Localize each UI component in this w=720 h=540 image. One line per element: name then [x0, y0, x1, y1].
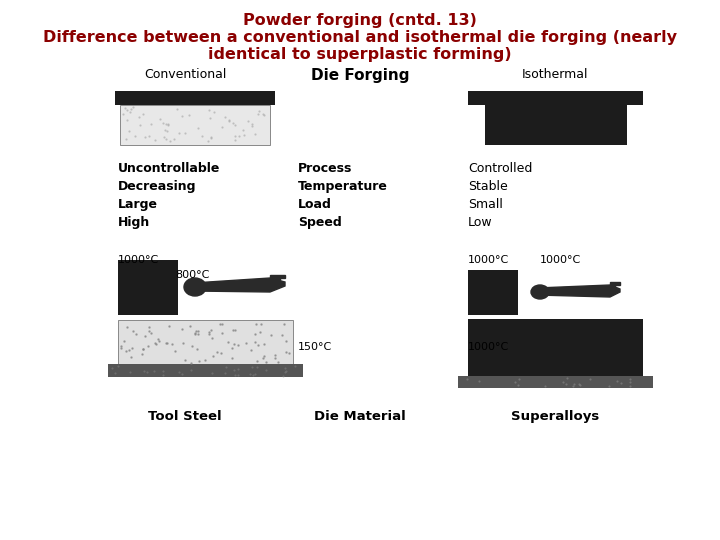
- Text: Small: Small: [468, 198, 503, 211]
- Text: identical to superplastic forming): identical to superplastic forming): [208, 47, 512, 62]
- Bar: [118, 320, 293, 365]
- Polygon shape: [610, 282, 620, 289]
- Text: Isothermal: Isothermal: [522, 68, 588, 81]
- Text: Low: Low: [468, 216, 492, 229]
- Text: 1000°C: 1000°C: [118, 255, 159, 265]
- Text: Superalloys: Superalloys: [511, 410, 599, 423]
- Text: Die Forging: Die Forging: [311, 68, 409, 83]
- Text: Load: Load: [298, 198, 332, 211]
- Bar: [458, 376, 653, 388]
- Bar: [485, 105, 627, 145]
- Text: Decreasing: Decreasing: [118, 180, 197, 193]
- Text: 1000°C: 1000°C: [468, 255, 509, 265]
- Polygon shape: [537, 285, 620, 297]
- Bar: [115, 91, 275, 105]
- Text: 1000°C: 1000°C: [468, 342, 509, 352]
- Text: Tool Steel: Tool Steel: [148, 410, 222, 423]
- Polygon shape: [193, 278, 285, 292]
- Bar: [468, 319, 643, 377]
- Text: Die Material: Die Material: [314, 410, 406, 423]
- Bar: [108, 364, 303, 377]
- Bar: [468, 270, 518, 315]
- Text: Stable: Stable: [468, 180, 508, 193]
- Text: Speed: Speed: [298, 216, 342, 229]
- Text: Process: Process: [298, 162, 352, 175]
- Text: Controlled: Controlled: [468, 162, 532, 175]
- Text: High: High: [118, 216, 150, 229]
- Text: Temperature: Temperature: [298, 180, 388, 193]
- Text: 150°C: 150°C: [298, 342, 332, 352]
- Ellipse shape: [531, 285, 549, 299]
- Ellipse shape: [184, 278, 206, 296]
- Text: Large: Large: [118, 198, 158, 211]
- Text: 1000°C: 1000°C: [540, 255, 581, 265]
- Polygon shape: [270, 275, 285, 282]
- Text: Powder forging (cntd. 13): Powder forging (cntd. 13): [243, 13, 477, 28]
- Bar: [120, 105, 270, 145]
- Bar: [468, 91, 643, 105]
- Text: Conventional: Conventional: [144, 68, 226, 81]
- Text: 800°C: 800°C: [175, 270, 210, 280]
- Bar: [118, 260, 178, 315]
- Text: Difference between a conventional and isothermal die forging (nearly: Difference between a conventional and is…: [43, 30, 677, 45]
- Text: Uncontrollable: Uncontrollable: [118, 162, 220, 175]
